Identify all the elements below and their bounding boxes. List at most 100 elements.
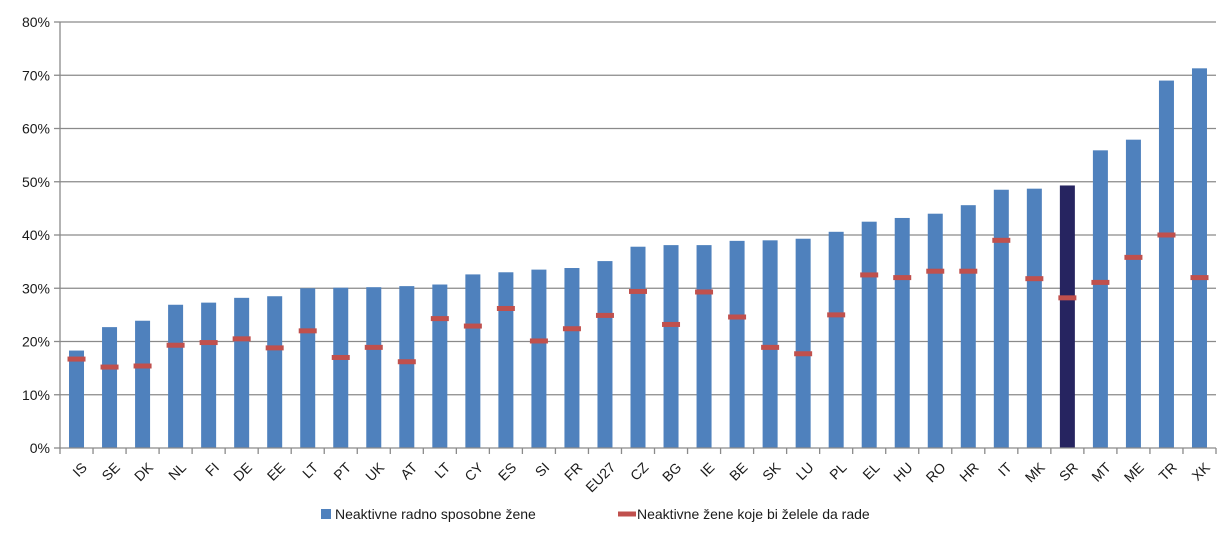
x-tick-label: BE	[726, 459, 751, 484]
x-tick-label: TR	[1155, 459, 1180, 484]
x-tick-label: IT	[995, 459, 1015, 479]
dash-marker-de	[232, 336, 251, 342]
x-tick-label: HR	[956, 459, 982, 485]
dash-marker-sk	[761, 344, 780, 350]
y-tick-label: 10%	[22, 387, 50, 403]
x-tick-label: IS	[69, 459, 90, 480]
bar-uk	[366, 287, 382, 448]
y-tick-label: 20%	[22, 334, 50, 350]
y-axis-ticks: 0% 10% 20% 30% 40% 50% 60% 70% 80%	[22, 14, 60, 456]
x-tick-label: FR	[561, 459, 586, 484]
x-tick-label: XK	[1188, 459, 1213, 484]
x-tick-label: HU	[890, 459, 916, 485]
x-tick-label: DK	[131, 459, 157, 485]
bar-xk	[1191, 68, 1207, 448]
x-tick-label: AT	[397, 459, 421, 483]
x-tick-label: PL	[826, 459, 850, 483]
bar-it	[993, 189, 1009, 449]
x-tick-label: DE	[230, 459, 255, 484]
bar-eu27	[597, 261, 613, 448]
bar-lu	[795, 238, 811, 448]
dash-marker-hu	[893, 275, 912, 281]
bar-es	[498, 272, 514, 448]
dash-marker-it	[992, 237, 1011, 243]
y-tick-label: 80%	[22, 14, 50, 30]
dash-marker-bg	[662, 321, 681, 327]
dash-marker-si	[529, 338, 548, 344]
dash-marker-pl	[827, 312, 846, 318]
bar-hu	[894, 217, 910, 448]
dash-marker-dk	[133, 363, 152, 369]
bar-bg	[663, 245, 679, 448]
dash-marker-nl	[166, 342, 185, 348]
dash-marker-me	[1124, 254, 1143, 260]
dash-marker-mt	[1091, 279, 1110, 285]
x-tick-label: NL	[165, 459, 189, 483]
dash-marker-se	[100, 364, 119, 370]
x-tick-label: CZ	[627, 459, 652, 484]
bar-fr	[564, 268, 580, 448]
dash-marker-ie	[695, 289, 714, 295]
dash-marker-xk	[1190, 275, 1209, 281]
dash-marker-es	[496, 305, 515, 311]
x-tick-label: LU	[793, 459, 817, 483]
bar-pl	[828, 231, 844, 448]
bar-me	[1125, 139, 1141, 448]
dash-marker-is	[67, 356, 86, 362]
x-tick-label: FI	[202, 459, 222, 479]
dash-marker-sr	[1058, 295, 1077, 301]
bar-ro	[927, 213, 943, 448]
x-tick-label: LT	[299, 459, 321, 481]
bar-de	[234, 297, 250, 448]
bar-be	[729, 240, 745, 448]
bar-se	[102, 327, 118, 448]
dash-marker-ee	[265, 345, 284, 351]
dash-marker-uk	[364, 344, 383, 350]
dash-marker-lt	[430, 316, 449, 322]
x-tick-label: RO	[923, 459, 949, 485]
legend-swatch-dash	[618, 511, 636, 517]
x-tick-label: SK	[759, 459, 784, 484]
dash-marker-at	[397, 359, 416, 365]
x-tick-label: SI	[532, 459, 553, 480]
bar-at	[399, 286, 415, 448]
x-tick-label: EU27	[582, 459, 618, 495]
bar-dk	[135, 320, 151, 448]
dash-marker-el	[860, 272, 879, 278]
bar-fi	[201, 302, 217, 448]
dash-marker-tr	[1157, 232, 1176, 238]
dash-marker-fi	[199, 340, 218, 346]
y-tick-label: 40%	[22, 227, 50, 243]
x-tick-label: BG	[659, 459, 685, 485]
bar-el	[861, 221, 877, 448]
bar-mt	[1092, 150, 1108, 448]
x-tick-label: SR	[1056, 459, 1081, 484]
legend: Neaktivne radno sposobne žene Neaktivne ž…	[321, 506, 870, 522]
bar-tr	[1158, 80, 1174, 448]
bar-lt	[432, 284, 448, 448]
bar-nl	[168, 304, 184, 448]
dash-marker-cy	[463, 323, 482, 329]
dash-series	[67, 232, 1209, 370]
bar-sk	[762, 240, 778, 448]
bar-cy	[465, 274, 481, 448]
x-tick-label: MT	[1088, 459, 1114, 485]
bar-si	[531, 269, 547, 448]
y-tick-label: 50%	[22, 174, 50, 190]
x-tick-label: EE	[264, 459, 289, 484]
x-tick-label: IE	[697, 459, 718, 480]
bar-lt	[300, 288, 316, 448]
x-tick-label: SE	[98, 459, 123, 484]
x-tick-label: PT	[330, 459, 354, 483]
bar-pt	[333, 287, 349, 448]
dash-marker-hr	[959, 268, 978, 274]
dash-marker-eu27	[595, 312, 614, 318]
bar-series	[69, 68, 1207, 449]
dash-marker-ro	[926, 268, 945, 274]
dash-marker-mk	[1025, 276, 1044, 282]
x-tick-label: CY	[461, 459, 487, 485]
legend-label-bar: Neaktivne radno sposobne žene	[335, 506, 536, 522]
y-tick-label: 70%	[22, 67, 50, 83]
